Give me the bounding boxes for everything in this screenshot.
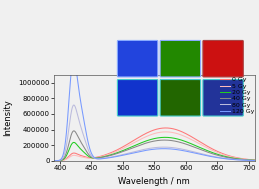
120 Gy (73, 60, 76, 63)
80 Gy (73, 105, 76, 107)
40 Gy (193, 146, 196, 148)
120 Gy (72, 58, 75, 60)
20 Gy (193, 144, 196, 146)
40 Gy (73, 130, 76, 132)
80 Gy (257, 160, 259, 162)
Line: 120 Gy: 120 Gy (54, 59, 258, 161)
120 Gy (215, 156, 219, 159)
40 Gy (135, 145, 138, 147)
0 Gy (193, 137, 196, 139)
0 Gy (135, 138, 138, 140)
40 Gy (257, 159, 259, 162)
5 Gy (193, 140, 196, 142)
80 Gy (215, 156, 219, 158)
20 Gy (163, 136, 167, 139)
Line: 40 Gy: 40 Gy (54, 131, 258, 161)
0 Gy (142, 133, 145, 136)
80 Gy (212, 155, 215, 158)
5 Gy (73, 154, 76, 156)
120 Gy (193, 152, 196, 154)
40 Gy (52, 160, 55, 162)
0 Gy (164, 127, 167, 129)
0 Gy (257, 159, 259, 161)
20 Gy (135, 144, 138, 146)
80 Gy (193, 151, 196, 153)
0 Gy (52, 160, 55, 162)
20 Gy (212, 152, 215, 154)
80 Gy (135, 150, 138, 152)
5 Gy (212, 150, 215, 152)
20 Gy (257, 159, 259, 162)
80 Gy (142, 148, 146, 151)
40 Gy (215, 154, 219, 156)
80 Gy (72, 104, 75, 106)
120 Gy (135, 151, 138, 153)
Line: 5 Gy: 5 Gy (54, 132, 258, 161)
20 Gy (52, 160, 55, 162)
5 Gy (215, 151, 219, 153)
X-axis label: Wavelength / nm: Wavelength / nm (119, 177, 190, 186)
5 Gy (257, 159, 259, 161)
Line: 0 Gy: 0 Gy (54, 128, 258, 161)
120 Gy (212, 156, 215, 158)
120 Gy (257, 160, 259, 162)
Y-axis label: Intensity: Intensity (3, 99, 12, 136)
40 Gy (212, 153, 215, 155)
Line: 80 Gy: 80 Gy (54, 105, 258, 161)
5 Gy (142, 137, 145, 139)
20 Gy (142, 141, 145, 143)
120 Gy (142, 149, 146, 152)
20 Gy (73, 141, 76, 144)
40 Gy (142, 143, 146, 145)
Legend: 0 Gy, 5 Gy, 20 Gy, 40 Gy, 80 Gy, 120 Gy: 0 Gy, 5 Gy, 20 Gy, 40 Gy, 80 Gy, 120 Gy (220, 77, 254, 114)
80 Gy (52, 160, 55, 162)
0 Gy (215, 150, 219, 152)
5 Gy (135, 140, 138, 143)
5 Gy (52, 160, 55, 162)
20 Gy (215, 153, 219, 155)
5 Gy (164, 131, 167, 133)
120 Gy (52, 160, 55, 162)
0 Gy (212, 148, 215, 151)
0 Gy (73, 152, 76, 154)
40 Gy (73, 130, 76, 132)
Line: 20 Gy: 20 Gy (54, 137, 258, 161)
